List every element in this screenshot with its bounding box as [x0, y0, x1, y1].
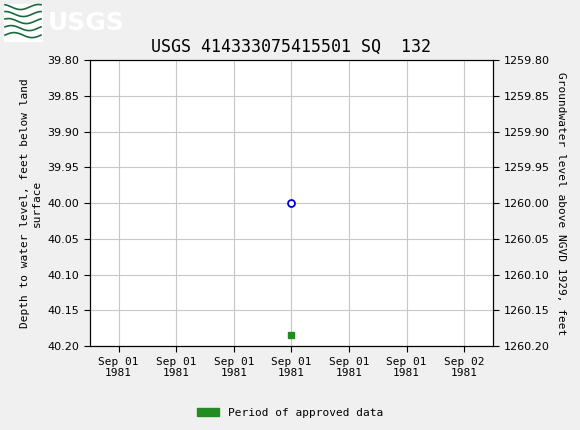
- Legend: Period of approved data: Period of approved data: [193, 403, 387, 422]
- Y-axis label: Groundwater level above NGVD 1929, feet: Groundwater level above NGVD 1929, feet: [556, 71, 566, 335]
- FancyBboxPatch shape: [4, 4, 42, 41]
- Y-axis label: Depth to water level, feet below land
surface: Depth to water level, feet below land su…: [20, 78, 42, 328]
- Text: USGS: USGS: [48, 11, 125, 35]
- Title: USGS 414333075415501 SQ  132: USGS 414333075415501 SQ 132: [151, 38, 432, 56]
